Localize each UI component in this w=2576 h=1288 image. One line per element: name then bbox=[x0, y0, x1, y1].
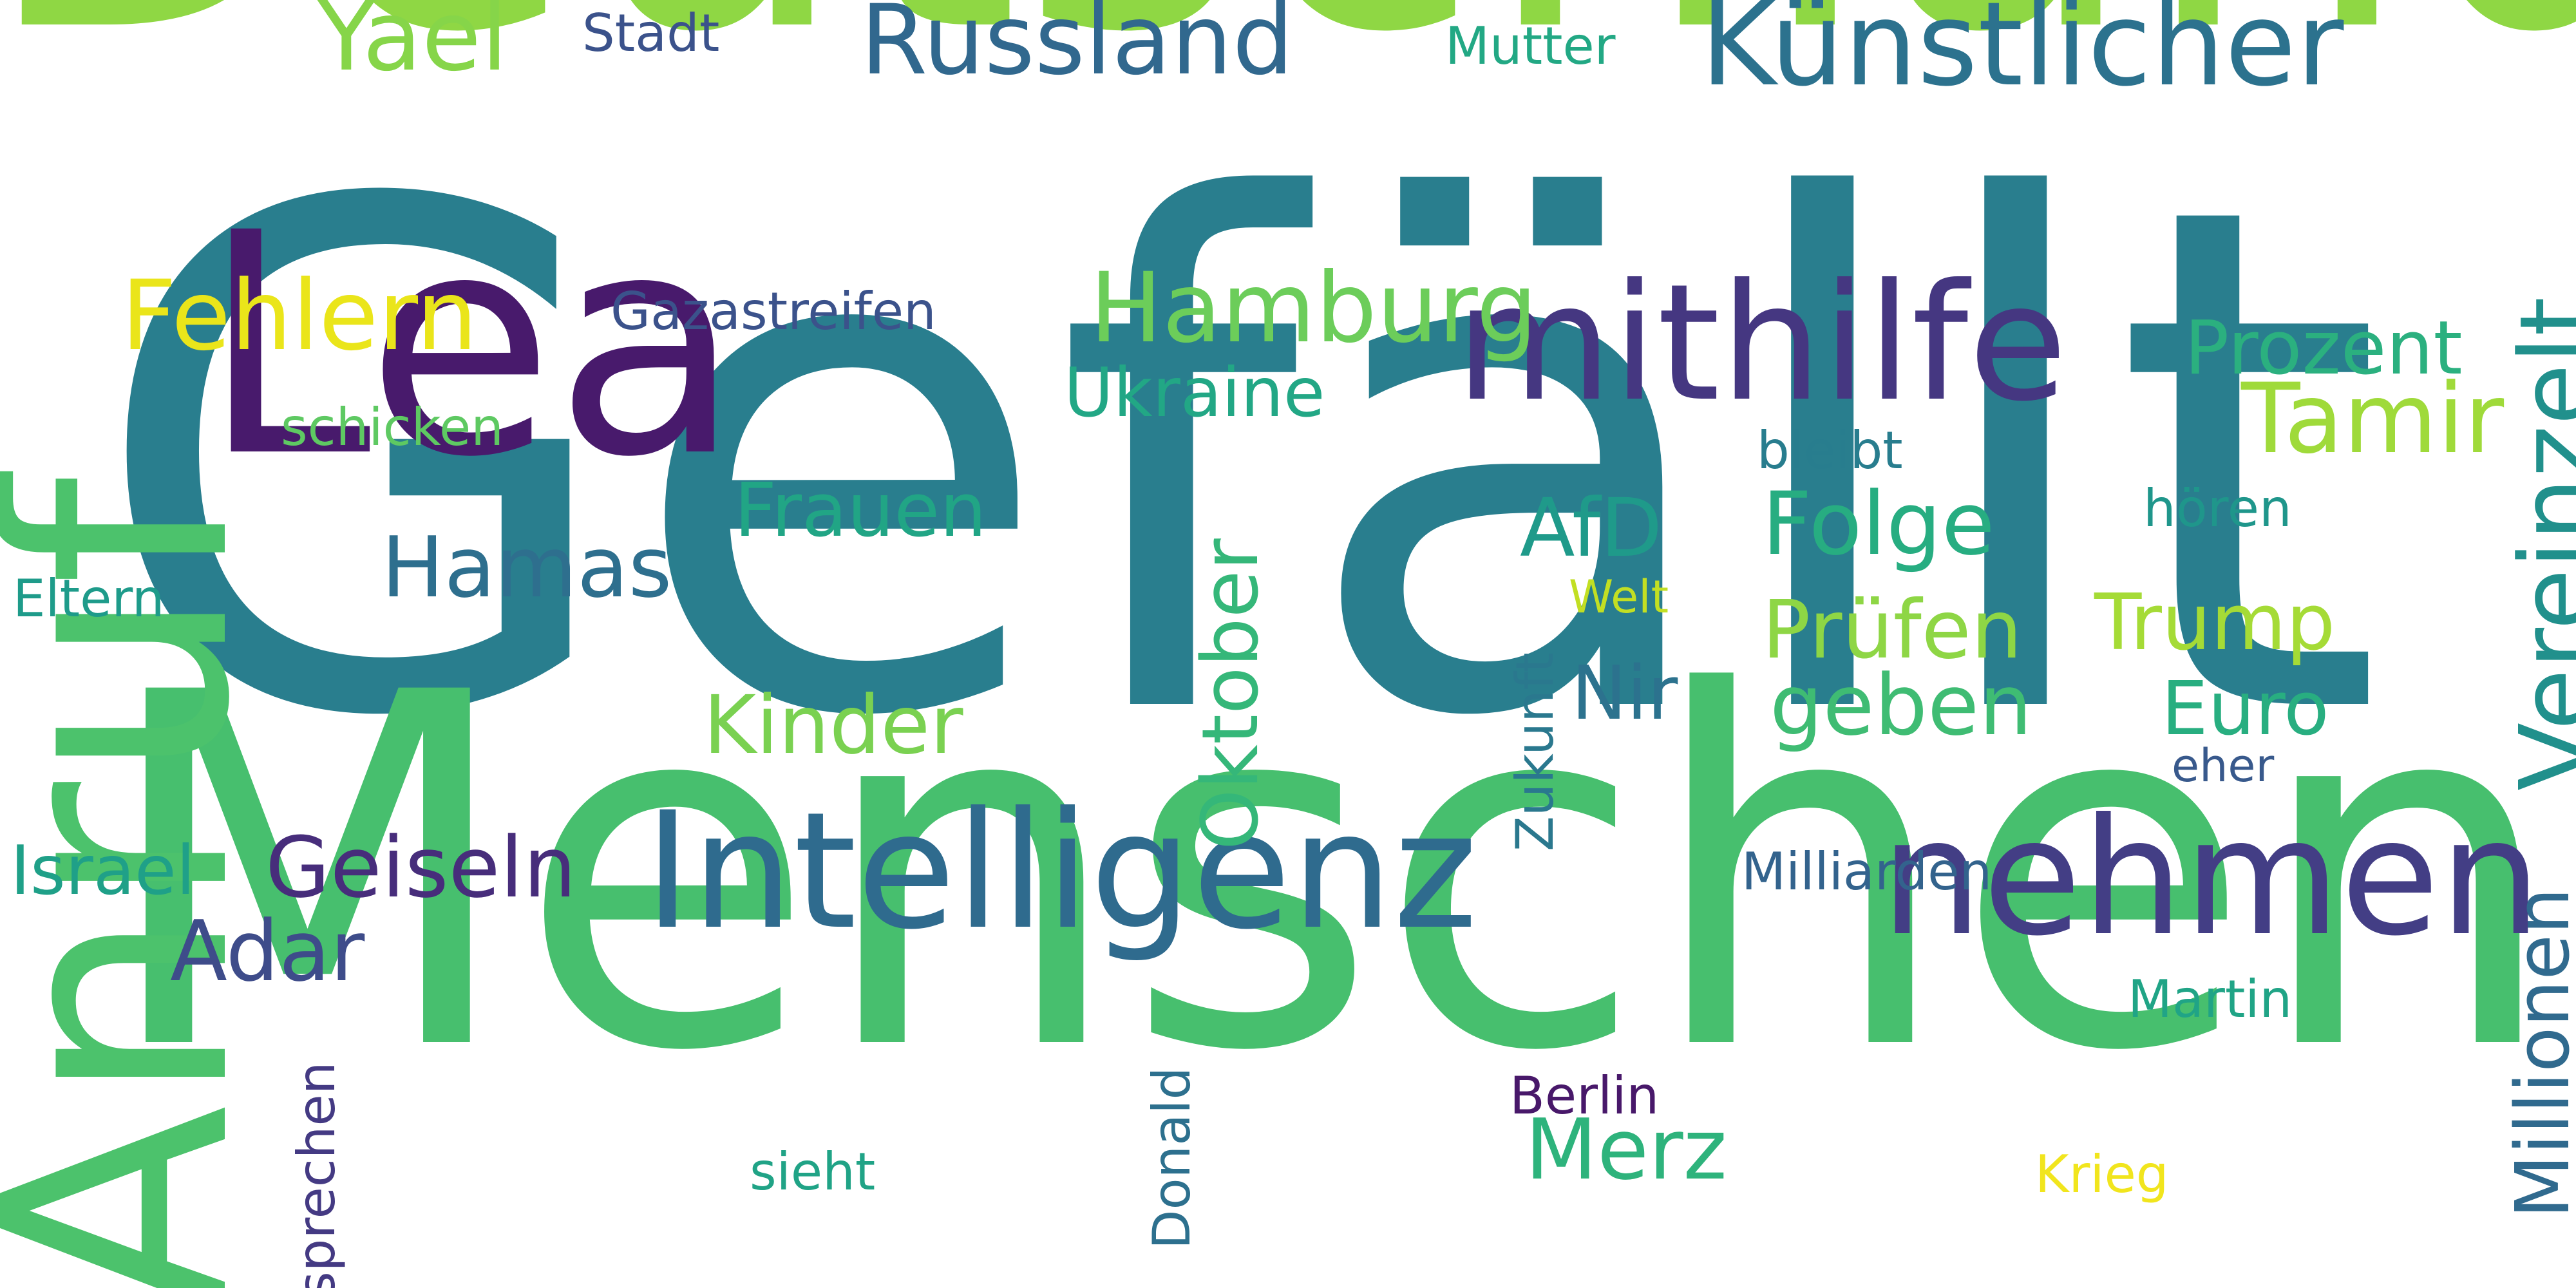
word-tamir: Tamir bbox=[2241, 363, 2505, 475]
word-kuenstlicher: Künstlicher bbox=[1700, 0, 2344, 112]
word-stadt: Stadt bbox=[582, 3, 720, 63]
word-hamburg: Hamburg bbox=[1090, 252, 1538, 365]
word-deutschland: Deutschland bbox=[0, 0, 2576, 91]
word-intelligenz: Intelligenz bbox=[644, 777, 1478, 965]
word-welt: Welt bbox=[1569, 571, 1669, 623]
word-fehlern: Fehlern bbox=[121, 260, 478, 372]
word-hamas: Hamas bbox=[381, 518, 672, 616]
word-kinder: Kinder bbox=[703, 679, 963, 772]
word-donald: Donald bbox=[1142, 1066, 1202, 1249]
word-israel: Israel bbox=[10, 831, 195, 910]
word-yael: Yael bbox=[317, 0, 508, 93]
word-sprechen: sprechen bbox=[287, 1061, 346, 1288]
word-merz: Merz bbox=[1525, 1101, 1727, 1198]
word-russland: Russland bbox=[860, 0, 1294, 97]
word-nir: Nir bbox=[1571, 650, 1678, 737]
word-pruefen: Prüfen bbox=[1762, 583, 2022, 677]
word-lea: Lea bbox=[201, 168, 742, 524]
word-hoeren: hören bbox=[2143, 478, 2292, 538]
word-berlin: Berlin bbox=[1510, 1066, 1660, 1126]
word-millionen: Millionen bbox=[2500, 887, 2576, 1218]
word-trump: Trump bbox=[2094, 578, 2336, 668]
word-folge: Folge bbox=[1762, 473, 1995, 574]
word-nehmen: nehmen bbox=[1880, 784, 2542, 971]
word-mutter: Mutter bbox=[1445, 16, 1616, 76]
word-ukraine: Ukraine bbox=[1064, 354, 1325, 432]
word-eltern: Eltern bbox=[13, 569, 165, 629]
word-adar: Adar bbox=[170, 902, 365, 1000]
word-schicken: schicken bbox=[281, 397, 504, 457]
word-martin: Martin bbox=[2128, 969, 2293, 1029]
word-oktober: Oktober bbox=[1186, 538, 1276, 850]
word-sieht: sieht bbox=[750, 1142, 876, 1202]
word-menschen: Menschen bbox=[98, 591, 2561, 1157]
word-gefaellt: Gefällt bbox=[88, 59, 2385, 868]
word-zukunft: Zukunft bbox=[1505, 652, 1565, 851]
word-gazastreifen: Gazastreifen bbox=[611, 281, 936, 341]
word-afd: AfD bbox=[1520, 482, 1663, 575]
word-vereinzelt: Vereinzelt bbox=[2498, 297, 2576, 791]
word-mithilfe: mithilfe bbox=[1455, 249, 2068, 437]
word-milliarden: Milliarden bbox=[1741, 842, 1993, 902]
word-frauen: Frauen bbox=[734, 468, 987, 554]
word-geiseln: Geiseln bbox=[265, 819, 577, 916]
word-eher: eher bbox=[2172, 739, 2275, 792]
word-bleibt: bleibt bbox=[1757, 421, 1903, 480]
word-euro: Euro bbox=[2161, 666, 2329, 752]
word-geben: geben bbox=[1770, 656, 2032, 754]
word-prozent: Prozent bbox=[2184, 305, 2463, 392]
word-krieg: Krieg bbox=[2035, 1144, 2169, 1204]
